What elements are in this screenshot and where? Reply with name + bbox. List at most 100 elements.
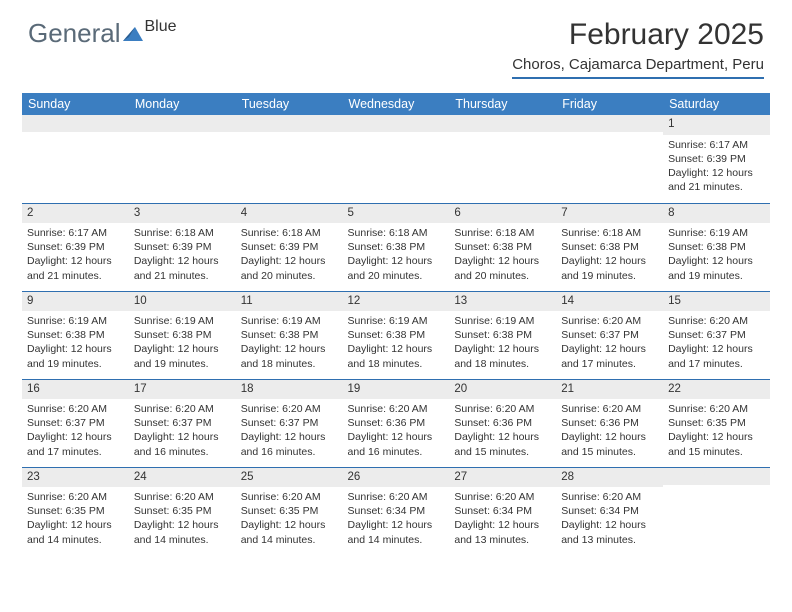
daylight-line: Daylight: 12 hours and 18 minutes. [454,342,551,370]
empty-daynum [343,115,450,132]
location-subtitle: Choros, Cajamarca Department, Peru [512,56,764,79]
day-body: Sunrise: 6:20 AMSunset: 6:37 PMDaylight:… [129,401,236,463]
day-number: 22 [663,380,770,400]
day-cell: 25Sunrise: 6:20 AMSunset: 6:35 PMDayligh… [236,467,343,555]
day-body: Sunrise: 6:19 AMSunset: 6:38 PMDaylight:… [236,313,343,375]
sunrise-line: Sunrise: 6:18 AM [348,226,445,240]
daylight-line: Daylight: 12 hours and 21 minutes. [27,254,124,282]
day-header: Wednesday [343,93,450,115]
sunrise-line: Sunrise: 6:18 AM [454,226,551,240]
daylight-line: Daylight: 12 hours and 20 minutes. [348,254,445,282]
sunset-line: Sunset: 6:34 PM [561,504,658,518]
sunset-line: Sunset: 6:39 PM [134,240,231,254]
sunrise-line: Sunrise: 6:20 AM [561,402,658,416]
day-header: Tuesday [236,93,343,115]
day-cell: 18Sunrise: 6:20 AMSunset: 6:37 PMDayligh… [236,379,343,467]
empty-daynum [663,468,770,485]
sunset-line: Sunset: 6:34 PM [454,504,551,518]
sunrise-line: Sunrise: 6:20 AM [454,402,551,416]
day-body: Sunrise: 6:17 AMSunset: 6:39 PMDaylight:… [22,225,129,287]
calendar-table: SundayMondayTuesdayWednesdayThursdayFrid… [22,93,770,555]
day-number: 11 [236,292,343,312]
day-number: 14 [556,292,663,312]
daylight-line: Daylight: 12 hours and 17 minutes. [668,342,765,370]
day-body: Sunrise: 6:20 AMSunset: 6:36 PMDaylight:… [449,401,556,463]
day-cell: 22Sunrise: 6:20 AMSunset: 6:35 PMDayligh… [663,379,770,467]
daylight-line: Daylight: 12 hours and 17 minutes. [561,342,658,370]
day-cell: 14Sunrise: 6:20 AMSunset: 6:37 PMDayligh… [556,291,663,379]
sunrise-line: Sunrise: 6:20 AM [668,402,765,416]
day-header: Thursday [449,93,556,115]
day-body: Sunrise: 6:20 AMSunset: 6:34 PMDaylight:… [449,489,556,551]
daylight-line: Daylight: 12 hours and 19 minutes. [561,254,658,282]
day-body: Sunrise: 6:19 AMSunset: 6:38 PMDaylight:… [663,225,770,287]
sunrise-line: Sunrise: 6:19 AM [668,226,765,240]
sunset-line: Sunset: 6:36 PM [454,416,551,430]
day-body: Sunrise: 6:18 AMSunset: 6:38 PMDaylight:… [556,225,663,287]
daylight-line: Daylight: 12 hours and 19 minutes. [668,254,765,282]
sunset-line: Sunset: 6:35 PM [668,416,765,430]
daylight-line: Daylight: 12 hours and 13 minutes. [561,518,658,546]
day-body: Sunrise: 6:20 AMSunset: 6:34 PMDaylight:… [556,489,663,551]
day-cell: 13Sunrise: 6:19 AMSunset: 6:38 PMDayligh… [449,291,556,379]
sunset-line: Sunset: 6:38 PM [27,328,124,342]
day-header-row: SundayMondayTuesdayWednesdayThursdayFrid… [22,93,770,115]
day-body: Sunrise: 6:20 AMSunset: 6:37 PMDaylight:… [22,401,129,463]
day-number: 21 [556,380,663,400]
sunrise-line: Sunrise: 6:19 AM [454,314,551,328]
daylight-line: Daylight: 12 hours and 16 minutes. [134,430,231,458]
day-body: Sunrise: 6:18 AMSunset: 6:38 PMDaylight:… [343,225,450,287]
day-cell: 9Sunrise: 6:19 AMSunset: 6:38 PMDaylight… [22,291,129,379]
day-body: Sunrise: 6:20 AMSunset: 6:37 PMDaylight:… [663,313,770,375]
empty-daynum [236,115,343,132]
empty-cell [663,467,770,555]
sunset-line: Sunset: 6:38 PM [454,328,551,342]
daylight-line: Daylight: 12 hours and 14 minutes. [348,518,445,546]
empty-cell [449,115,556,203]
sunrise-line: Sunrise: 6:19 AM [241,314,338,328]
day-body: Sunrise: 6:17 AMSunset: 6:39 PMDaylight:… [663,137,770,199]
week-row: 2Sunrise: 6:17 AMSunset: 6:39 PMDaylight… [22,203,770,291]
day-body: Sunrise: 6:20 AMSunset: 6:37 PMDaylight:… [556,313,663,375]
sunset-line: Sunset: 6:39 PM [27,240,124,254]
sunrise-line: Sunrise: 6:19 AM [134,314,231,328]
day-number: 6 [449,204,556,224]
daylight-line: Daylight: 12 hours and 14 minutes. [241,518,338,546]
sunset-line: Sunset: 6:38 PM [241,328,338,342]
day-cell: 24Sunrise: 6:20 AMSunset: 6:35 PMDayligh… [129,467,236,555]
sunrise-line: Sunrise: 6:18 AM [241,226,338,240]
day-cell: 27Sunrise: 6:20 AMSunset: 6:34 PMDayligh… [449,467,556,555]
daylight-line: Daylight: 12 hours and 19 minutes. [27,342,124,370]
title-block: February 2025 Choros, Cajamarca Departme… [512,18,764,79]
day-cell: 5Sunrise: 6:18 AMSunset: 6:38 PMDaylight… [343,203,450,291]
day-body: Sunrise: 6:19 AMSunset: 6:38 PMDaylight:… [343,313,450,375]
day-number: 12 [343,292,450,312]
day-body: Sunrise: 6:18 AMSunset: 6:39 PMDaylight:… [236,225,343,287]
day-number: 15 [663,292,770,312]
sunset-line: Sunset: 6:35 PM [27,504,124,518]
day-number: 16 [22,380,129,400]
day-cell: 2Sunrise: 6:17 AMSunset: 6:39 PMDaylight… [22,203,129,291]
sunrise-line: Sunrise: 6:19 AM [27,314,124,328]
sunrise-line: Sunrise: 6:20 AM [348,490,445,504]
empty-cell [556,115,663,203]
day-body: Sunrise: 6:19 AMSunset: 6:38 PMDaylight:… [449,313,556,375]
daylight-line: Daylight: 12 hours and 20 minutes. [454,254,551,282]
month-title: February 2025 [512,18,764,52]
daylight-line: Daylight: 12 hours and 14 minutes. [134,518,231,546]
day-cell: 3Sunrise: 6:18 AMSunset: 6:39 PMDaylight… [129,203,236,291]
sunrise-line: Sunrise: 6:20 AM [668,314,765,328]
day-body: Sunrise: 6:20 AMSunset: 6:35 PMDaylight:… [22,489,129,551]
sunset-line: Sunset: 6:38 PM [348,328,445,342]
sunset-line: Sunset: 6:36 PM [348,416,445,430]
logo-text-1: General [28,18,121,49]
day-number: 20 [449,380,556,400]
sunrise-line: Sunrise: 6:17 AM [668,138,765,152]
day-body: Sunrise: 6:19 AMSunset: 6:38 PMDaylight:… [129,313,236,375]
empty-cell [236,115,343,203]
day-cell: 21Sunrise: 6:20 AMSunset: 6:36 PMDayligh… [556,379,663,467]
day-cell: 16Sunrise: 6:20 AMSunset: 6:37 PMDayligh… [22,379,129,467]
day-cell: 7Sunrise: 6:18 AMSunset: 6:38 PMDaylight… [556,203,663,291]
sunset-line: Sunset: 6:38 PM [454,240,551,254]
day-number: 10 [129,292,236,312]
